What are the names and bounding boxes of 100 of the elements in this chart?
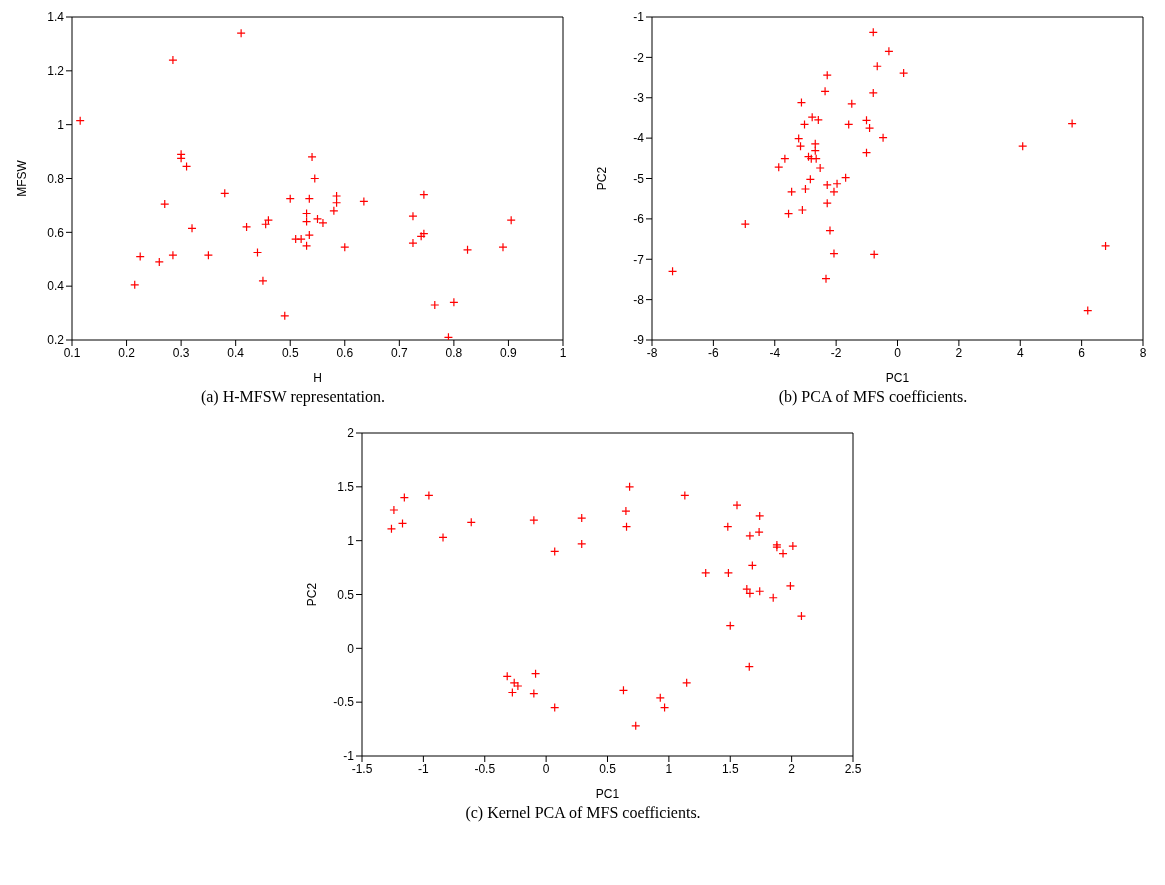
- x-tick-label: -1: [418, 761, 430, 776]
- y-axis-title: PC2: [595, 166, 610, 191]
- y-tick-label: 1.4: [47, 10, 65, 25]
- point: [655, 693, 665, 703]
- x-tick-label: 0.8: [445, 345, 463, 360]
- text: (c) Kernel PCA of MFS coefficients.: [464, 804, 702, 824]
- point: [424, 490, 434, 501]
- point: [389, 505, 399, 515]
- point: [822, 70, 832, 80]
- point: [513, 681, 523, 691]
- point: [800, 184, 811, 194]
- point: [331, 191, 342, 201]
- point: [815, 163, 825, 173]
- y-tick-label: -4: [633, 131, 645, 146]
- x-tick-label: 1.5: [721, 761, 739, 776]
- point: [168, 250, 178, 260]
- text: (b) PCA of MFS coefficients.: [777, 388, 969, 408]
- x-tick-label: -6: [708, 345, 720, 360]
- point: [825, 225, 835, 236]
- x-tick-label: 0.4: [227, 345, 245, 360]
- x-tick-label: -0.5: [474, 761, 496, 776]
- y-tick-label: 0.8: [47, 171, 65, 186]
- point: [780, 154, 790, 164]
- x-tick-label: 0: [894, 345, 902, 360]
- point: [498, 242, 508, 252]
- point: [187, 223, 197, 233]
- point: [745, 588, 755, 599]
- point: [822, 198, 832, 208]
- point: [829, 249, 839, 259]
- point: [621, 506, 631, 516]
- point: [796, 611, 807, 621]
- text: (a) H-MFSW representation.: [199, 388, 387, 408]
- point: [340, 242, 350, 252]
- y-tick-label: 1.5: [337, 480, 355, 495]
- point: [701, 568, 711, 578]
- point: [329, 206, 339, 216]
- x-tick-label: 2: [788, 761, 796, 776]
- x-axis-title: PC1: [885, 371, 910, 385]
- point: [864, 123, 875, 133]
- x-tick-label: -2: [830, 345, 842, 360]
- y-tick-label: -5: [633, 171, 645, 186]
- point: [878, 133, 888, 143]
- y-tick-label: -2: [633, 50, 645, 65]
- x-tick-label: -8: [646, 345, 658, 360]
- x-axis-title: H: [313, 371, 322, 385]
- point: [788, 541, 798, 551]
- point: [176, 149, 186, 159]
- y-tick-label: 0.5: [337, 587, 355, 602]
- x-tick-label: 4: [1016, 345, 1024, 360]
- x-tick-label: 0.5: [599, 761, 617, 776]
- x-axis-title: PC1: [595, 787, 620, 801]
- point: [723, 568, 734, 578]
- point: [236, 28, 246, 38]
- x-tick-label: 0.9: [500, 345, 518, 360]
- x-tick-label: -1.5: [351, 761, 373, 776]
- point: [258, 276, 268, 286]
- y-tick-label: -7: [633, 252, 645, 267]
- x-tick-label: 1: [665, 761, 673, 776]
- y-tick-label: 1: [347, 533, 355, 548]
- point: [359, 196, 369, 206]
- y-tick-label: 0.6: [47, 225, 65, 240]
- point: [832, 179, 842, 189]
- point: [778, 548, 788, 559]
- point: [307, 152, 317, 162]
- y-tick-label: 1: [57, 117, 65, 132]
- x-tick-label: 6: [1078, 345, 1086, 360]
- point: [899, 68, 909, 78]
- y-tick-label: -1: [633, 10, 645, 25]
- point: [1100, 241, 1111, 251]
- point: [577, 513, 587, 523]
- point: [438, 532, 448, 543]
- x-tick-label: 2.5: [844, 761, 862, 776]
- point: [820, 86, 830, 96]
- y-tick-label: -1: [343, 749, 355, 764]
- point: [742, 584, 752, 594]
- point: [408, 238, 418, 248]
- point: [821, 274, 831, 284]
- point: [304, 230, 314, 240]
- point: [755, 511, 765, 521]
- point: [884, 46, 894, 56]
- y-tick-label: -3: [633, 91, 645, 106]
- point: [577, 539, 587, 549]
- point: [408, 211, 418, 221]
- x-tick-label: 0.1: [63, 345, 81, 360]
- x-tick-label: 8: [1139, 345, 1147, 360]
- y-tick-label: 0.2: [47, 333, 65, 348]
- y-tick-label: 2: [347, 426, 355, 441]
- point: [449, 297, 459, 307]
- point: [443, 332, 454, 340]
- y-tick-label: -9: [633, 333, 645, 348]
- x-tick-label: -4: [769, 345, 781, 360]
- point: [1067, 118, 1077, 129]
- x-tick-label: 0.3: [172, 345, 190, 360]
- point: [168, 55, 178, 65]
- point: [868, 88, 878, 98]
- point: [829, 187, 839, 197]
- y-tick-label: -8: [633, 292, 645, 307]
- point: [785, 581, 795, 591]
- x-tick-label: 0: [542, 761, 550, 776]
- y-tick-label: 0: [347, 641, 355, 656]
